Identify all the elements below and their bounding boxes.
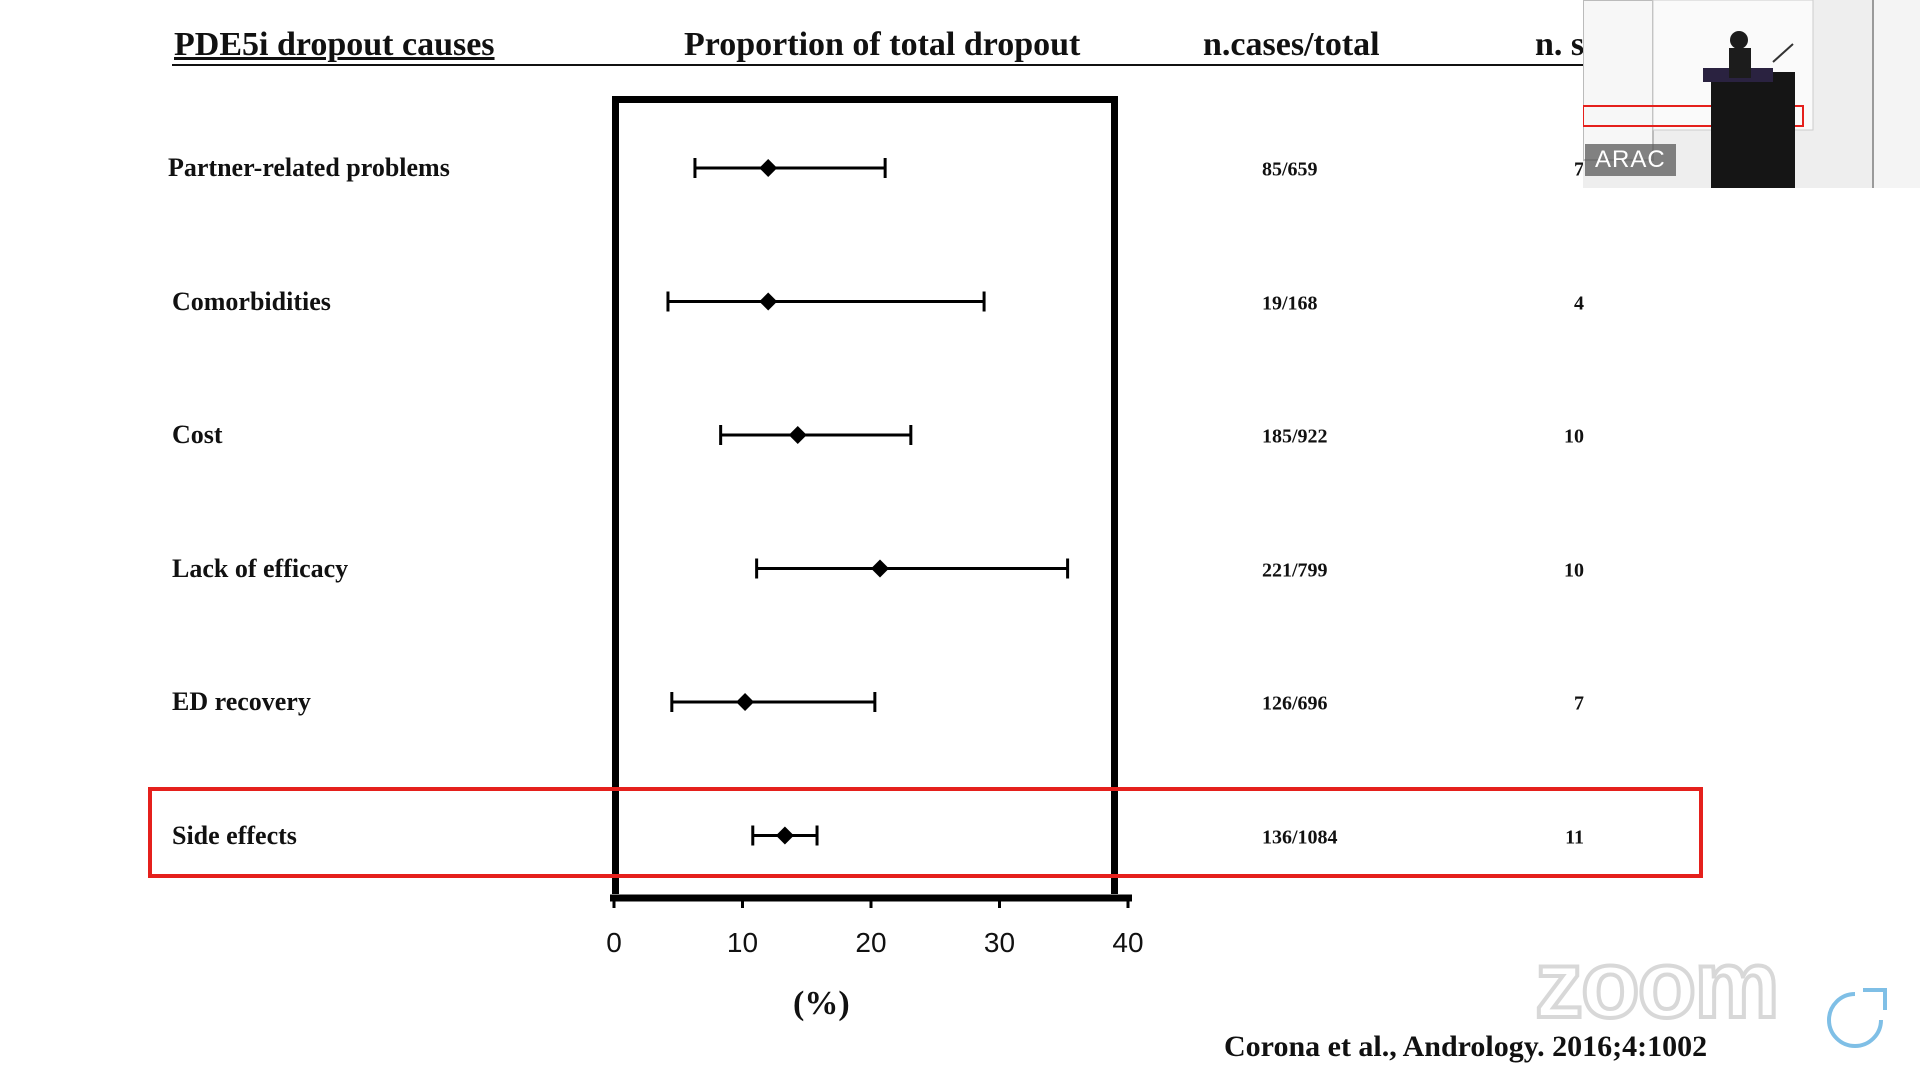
estimate-marker <box>870 559 889 578</box>
zoom-logo: zoom <box>1533 929 1782 1040</box>
cases-total-value: 126/696 <box>1262 692 1328 715</box>
studies-count-value: 10 <box>1564 425 1584 448</box>
society-logo-icon <box>1827 988 1887 1048</box>
x-tick-label: 10 <box>727 927 758 958</box>
estimate-marker <box>736 693 755 711</box>
row-label: Comorbidities <box>172 286 331 316</box>
header-cases-total: n.cases/total <box>1203 26 1380 63</box>
cases-total-value: 85/659 <box>1262 158 1318 181</box>
x-axis-label: (%) <box>793 985 850 1022</box>
cases-total-value: 221/799 <box>1262 559 1328 581</box>
studies-count-value: 4 <box>1574 292 1584 314</box>
x-tick-label: 0 <box>606 927 622 958</box>
estimate-marker <box>775 826 794 845</box>
x-tick-label: 20 <box>855 927 886 958</box>
row-label: ED recovery <box>172 687 311 716</box>
header-dropout-causes: PDE5i dropout causes <box>174 26 495 63</box>
studies-count-value: 10 <box>1564 559 1584 581</box>
speaker-scene <box>1583 0 1920 188</box>
header-studies: n. s <box>1535 26 1585 63</box>
estimate-marker <box>759 159 778 177</box>
cases-total-value: 136/1084 <box>1262 826 1338 848</box>
speaker-name-tag: ARAC <box>1585 144 1676 176</box>
cases-total-value: 185/922 <box>1262 425 1328 448</box>
studies-count-value: 7 <box>1574 158 1584 181</box>
highlight-box <box>148 787 1703 878</box>
cases-total-value: 19/168 <box>1262 292 1318 314</box>
header-proportion: Proportion of total dropout <box>684 26 1081 63</box>
x-tick-label: 30 <box>984 927 1015 958</box>
studies-count-value: 7 <box>1574 692 1584 715</box>
header-underline <box>172 64 1592 66</box>
plot-frame <box>612 96 1118 894</box>
citation: Corona et al., Andrology. 2016;4:1002 <box>1224 1030 1708 1063</box>
row-label: Lack of efficacy <box>172 553 349 583</box>
x-tick-label: 40 <box>1112 927 1143 958</box>
row-label: Cost <box>172 420 223 449</box>
studies-count-value: 11 <box>1565 826 1584 848</box>
estimate-marker <box>788 426 807 444</box>
speaker-video[interactable]: ARAC <box>1583 0 1920 188</box>
row-label: Side effects <box>172 820 297 850</box>
row-label: Partner-related problems <box>168 153 450 182</box>
estimate-marker <box>759 292 778 311</box>
